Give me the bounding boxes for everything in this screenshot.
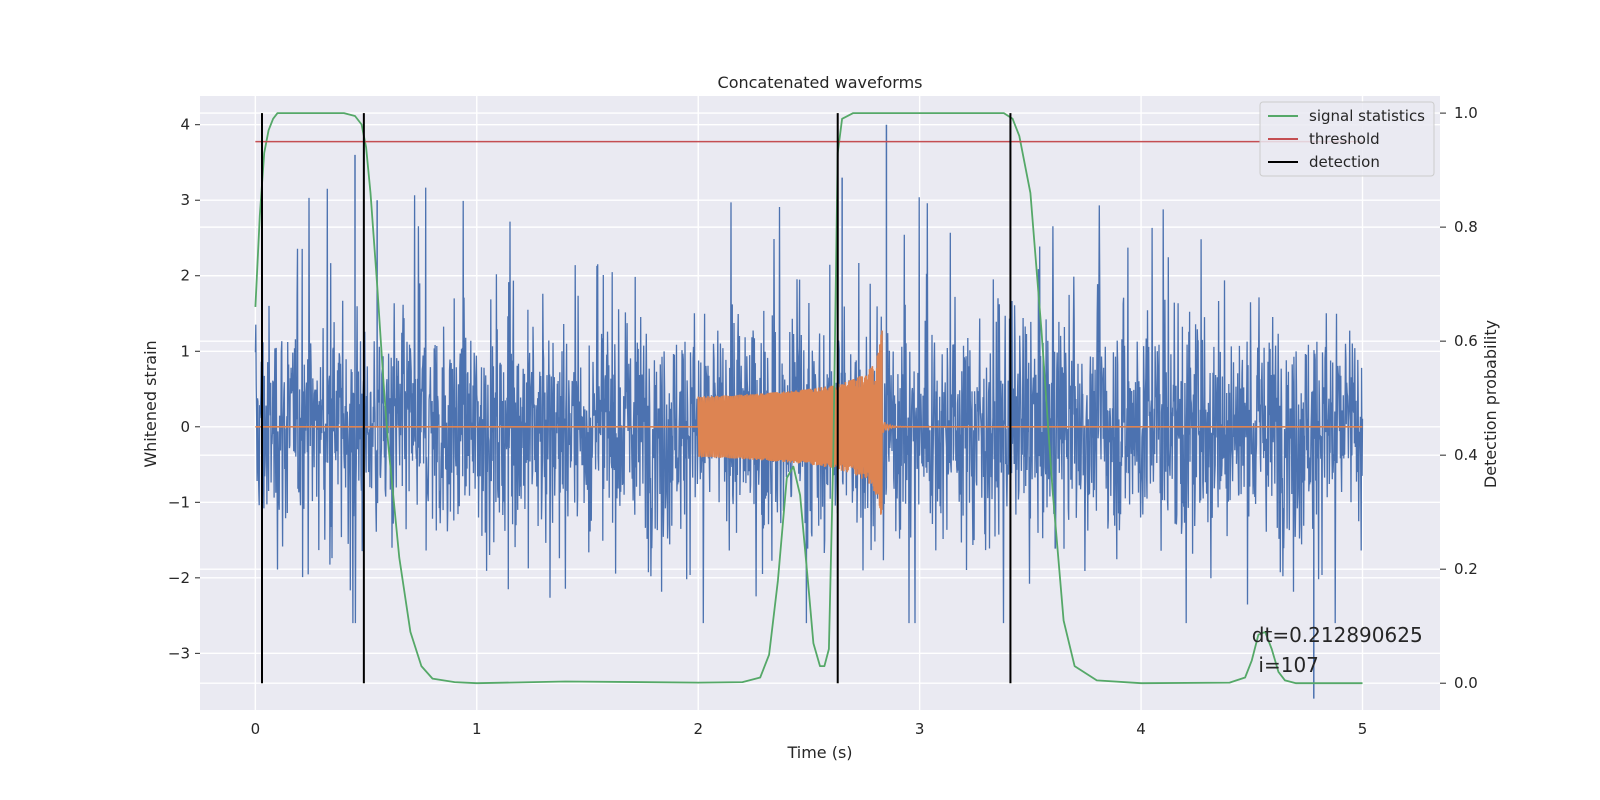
x-tick-label: 3	[915, 720, 925, 738]
chirp-waveform-line	[255, 330, 1363, 515]
x-tick-label: 2	[693, 720, 703, 738]
right-tick-label: 0.6	[1454, 332, 1478, 350]
x-axis-label: Time (s)	[786, 743, 852, 762]
x-tick-label: 0	[251, 720, 261, 738]
strain-line	[254, 187, 1364, 624]
y-tick-label: −2	[168, 569, 190, 587]
legend: signal statistics threshold detection	[1259, 101, 1435, 177]
x-tick-label: 5	[1358, 720, 1368, 738]
legend-label-detection: detection	[1309, 153, 1380, 171]
y-tick-label: 1	[180, 342, 190, 360]
right-tick-label: 0.2	[1454, 560, 1478, 578]
right-tick-label: 0.0	[1454, 674, 1478, 692]
legend-box	[1259, 101, 1435, 177]
y-axis-label: Whitened strain	[141, 340, 160, 467]
y-tick-label: −1	[168, 493, 190, 511]
x-tick-label: 1	[472, 720, 482, 738]
y-tick-label: 2	[180, 267, 190, 285]
chart-title: Concatenated waveforms	[718, 73, 923, 92]
index-annotation: i=107	[1258, 653, 1319, 677]
y-tick-label: 3	[180, 191, 190, 209]
right-axis-label: Detection probability	[1481, 320, 1500, 488]
y-tick-label: 4	[180, 116, 190, 134]
right-axis-ticks: 0.0 0.2 0.4 0.6 0.8 1.0	[1440, 104, 1478, 692]
y-tick-label: −3	[168, 644, 190, 662]
right-tick-label: 0.8	[1454, 218, 1478, 236]
legend-label-signal-statistics: signal statistics	[1309, 107, 1425, 125]
x-tick-label: 4	[1136, 720, 1146, 738]
right-tick-label: 0.4	[1454, 446, 1478, 464]
plot-area	[254, 112, 1364, 699]
legend-label-threshold: threshold	[1309, 130, 1380, 148]
x-axis-ticks: 0 1 2 3 4 5	[251, 720, 1368, 738]
signal-statistics-line	[254, 112, 1363, 685]
right-tick-label: 1.0	[1454, 104, 1478, 122]
y-tick-label: 0	[180, 418, 190, 436]
dt-annotation: dt=0.212890625	[1252, 623, 1423, 647]
y-axis-ticks: −3 −2 −1 0 1 2 3 4	[168, 116, 200, 662]
